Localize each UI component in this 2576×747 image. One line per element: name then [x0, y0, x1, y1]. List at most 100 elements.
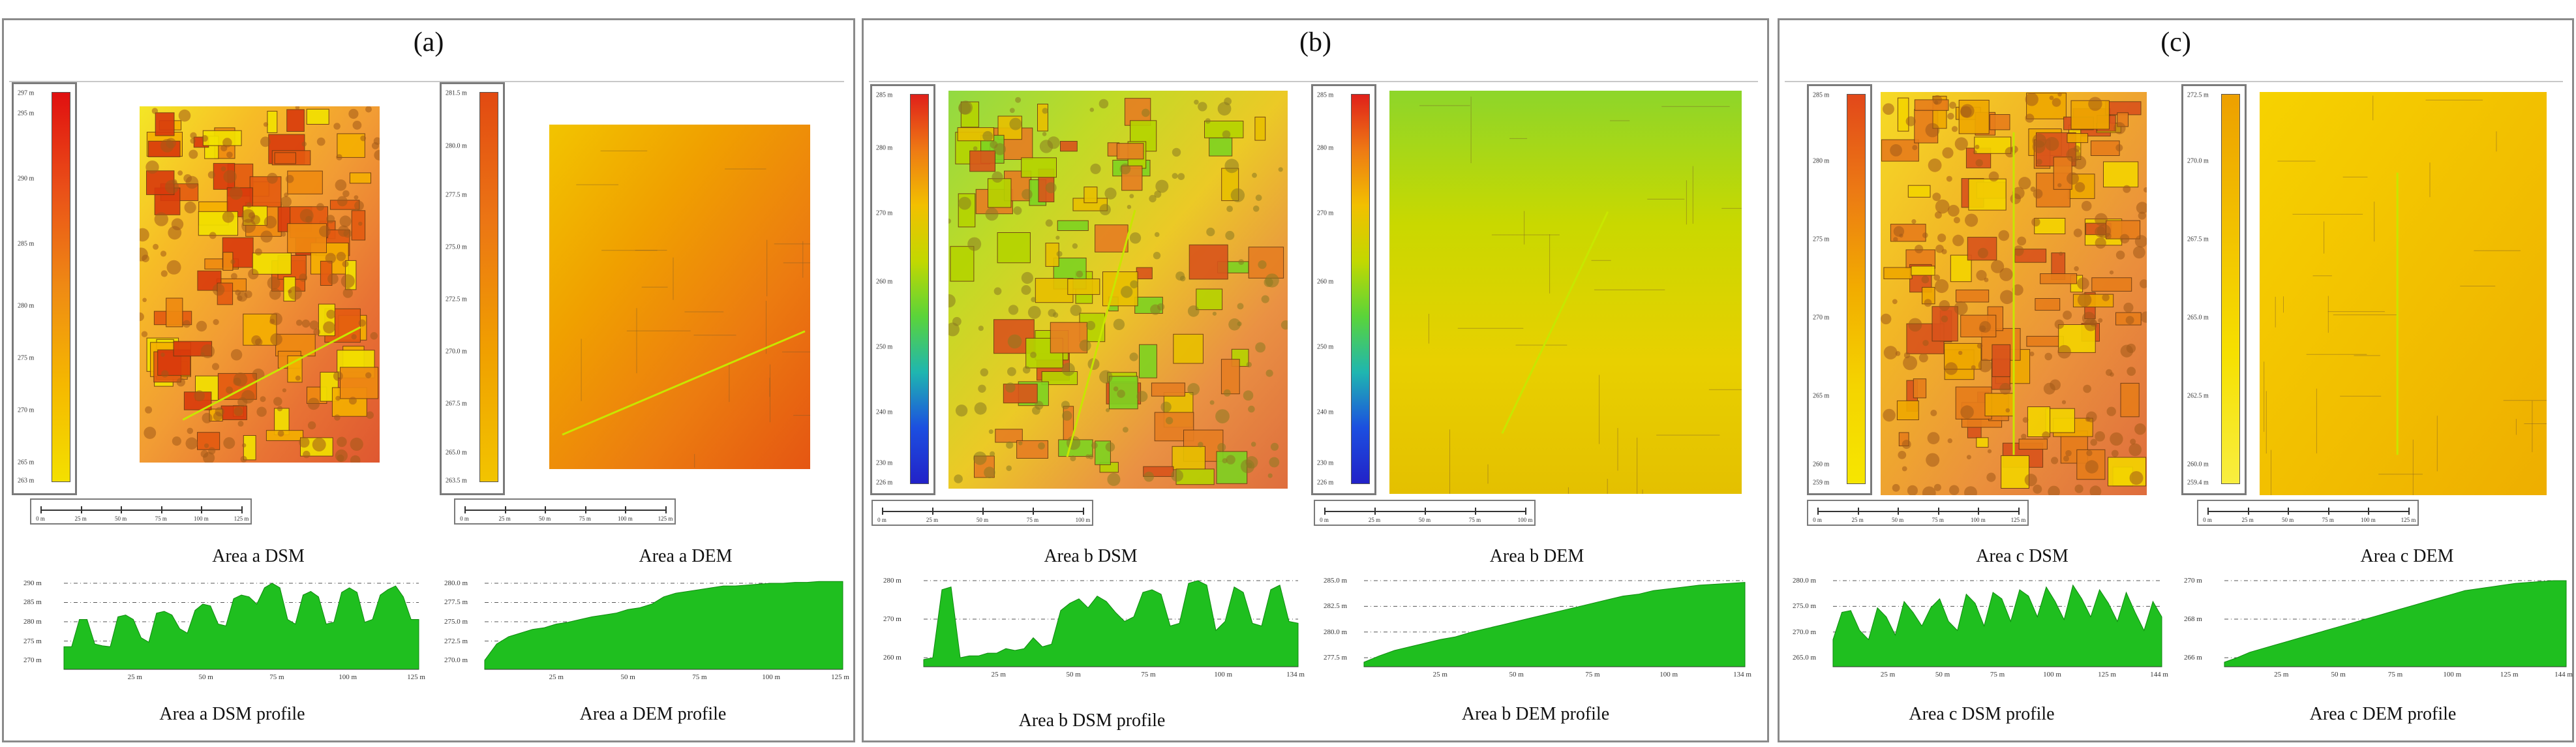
caption-a-dem-profile: Area a DEM profile: [579, 704, 727, 724]
scale-tick: [1083, 508, 1084, 515]
scale-tick: [2018, 508, 2020, 515]
y-tick-label: 282.5 m: [1324, 602, 1348, 611]
dsm-map: [140, 106, 380, 463]
x-tick-label: 100 m: [1659, 671, 1678, 678]
dem-profile-chart: 285.0 m 282.5 m 280.0 m 277.5 m 25 m 50 m 75 m…: [1324, 572, 1751, 685]
legend-tick: 290 m: [18, 175, 35, 183]
legend-tick: 270 m: [1813, 314, 1830, 322]
scale-bar: 0 m 25 m 50 m 75 m 100 m 125 m: [30, 498, 252, 525]
y-tick-label: 280 m: [23, 618, 42, 626]
y-tick-label: 265.0 m: [1793, 654, 1817, 662]
y-tick-label: 280.0 m: [1324, 628, 1348, 636]
caption-c-dem: Area c DEM: [2360, 546, 2454, 566]
x-tick-label: 75 m: [692, 673, 707, 681]
dsm-map: [948, 91, 1288, 489]
scale-bar: 0 m 25 m 50 m 75 m 100 m: [871, 500, 1093, 526]
scale-tick: [160, 506, 162, 513]
scale-label: 100 m: [2361, 517, 2376, 523]
scale-label: 75 m: [2322, 517, 2334, 523]
scale-label: 125 m: [2401, 517, 2416, 523]
scale-tick: [241, 506, 243, 513]
scale-tick: [2327, 508, 2329, 515]
scale-label: 100 m: [194, 515, 209, 522]
profile-area: [2224, 580, 2567, 667]
legend-tick: 263 m: [18, 477, 35, 485]
legend-tick: 265 m: [18, 459, 35, 466]
scale-label: 0 m: [2203, 517, 2212, 523]
map-raster: [1389, 91, 1742, 494]
x-tick-label: 25 m: [991, 671, 1006, 678]
scale-label: 25 m: [1368, 517, 1381, 523]
x-tick-label: 50 m: [1066, 671, 1081, 678]
y-tick-label: 275.0 m: [1793, 602, 1817, 611]
scale-bar: 0 m 25 m 50 m 75 m 100 m 125 m: [2197, 500, 2419, 526]
legend-tick: 267.5 m: [2187, 236, 2209, 243]
legend-tick: 275 m: [18, 354, 35, 362]
caption-b-dem-profile: Area b DEM profile: [1461, 704, 1610, 724]
panel-title: (a): [413, 27, 444, 57]
scale-label: 75 m: [1026, 517, 1039, 523]
legend-tick: 297 m: [18, 89, 35, 97]
legend-tick: 270 m: [18, 406, 35, 414]
map-raster: [948, 91, 1288, 489]
scale-label: 75 m: [155, 515, 167, 522]
dsm-profile-chart: 290 m 285 m 280 m 275 m 270 m 25 m 50 m 75 m 100…: [23, 575, 425, 688]
legend-tick: 270.0 m: [2187, 157, 2209, 165]
scale-label: 50 m: [115, 515, 127, 522]
dsm-profile-chart: 280 m 270 m 260 m 25 m 50 m 75 m 100 m 134 m: [883, 572, 1305, 685]
caption-c-dem-profile: Area c DEM profile: [2309, 704, 2457, 724]
scale-label: 0 m: [460, 515, 469, 522]
y-tick-label: 270 m: [23, 656, 42, 665]
legend-tick: 280 m: [1317, 144, 1334, 152]
scale-tick: [1324, 508, 1326, 515]
profile-plot: [923, 580, 1299, 667]
scale-tick: [1525, 508, 1526, 515]
caption-a-dem: Area a DEM: [639, 546, 733, 566]
legend-tick: 226 m: [876, 479, 893, 487]
scale-label: 100 m: [1971, 517, 1986, 523]
scale-tick: [201, 506, 203, 513]
x-tick-label: 100 m: [2443, 671, 2462, 678]
colorbar: [52, 92, 70, 482]
scale-bar: 0 m 25 m 50 m 75 m 100 m 125 m: [1807, 500, 2029, 526]
scale-tick: [1817, 508, 1819, 515]
legend-tick: 265 m: [1813, 392, 1830, 400]
caption-a-dsm: Area a DSM: [212, 546, 305, 566]
scale-line: [464, 510, 665, 511]
scale-label: 25 m: [1851, 517, 1864, 523]
scale-tick: [2207, 508, 2209, 515]
y-tick-label: 285 m: [23, 598, 42, 607]
scale-tick: [545, 506, 547, 513]
legend-tick: 280 m: [1813, 157, 1830, 165]
x-tick-label: 100 m: [762, 673, 781, 681]
scale-tick: [625, 506, 627, 513]
x-tick-label: 144 m: [2150, 671, 2168, 678]
legend-tick: 259 m: [1813, 479, 1830, 487]
x-tick-label: 144 m: [2554, 671, 2573, 678]
scale-tick: [464, 506, 466, 513]
map-raster: [549, 125, 810, 469]
x-tick-label: 50 m: [198, 673, 213, 681]
y-tick-label: 277.5 m: [444, 598, 468, 607]
scale-tick: [2247, 508, 2249, 515]
x-tick-label: 75 m: [1585, 671, 1600, 678]
dsm-legend: 285 m 280 m 270 m 260 m 250 m 240 m 230 …: [870, 84, 935, 495]
scale-tick: [982, 508, 984, 515]
y-tick-label: 285.0 m: [1324, 576, 1348, 585]
caption-b-dem: Area b DEM: [1489, 546, 1584, 566]
panel-title: (c): [2160, 27, 2191, 57]
map-raster: [140, 106, 380, 463]
scale-tick: [1374, 508, 1376, 515]
x-tick-label: 25 m: [1432, 671, 1447, 678]
colorbar: [910, 94, 929, 484]
y-tick-label: 270 m: [883, 615, 902, 624]
scale-label: 0 m: [1813, 517, 1822, 523]
profile-area: [63, 583, 419, 670]
x-tick-label: 125 m: [831, 673, 849, 681]
y-tick-label: 270 m: [2184, 576, 2202, 585]
x-tick-label: 50 m: [2331, 671, 2346, 678]
caption-a-dsm-profile: Area a DSM profile: [159, 704, 305, 724]
x-tick-label: 50 m: [1509, 671, 1524, 678]
dem-legend: 272.5 m 270.0 m 267.5 m 265.0 m 262.5 m …: [2181, 84, 2247, 495]
x-tick-label: 100 m: [2043, 671, 2061, 678]
